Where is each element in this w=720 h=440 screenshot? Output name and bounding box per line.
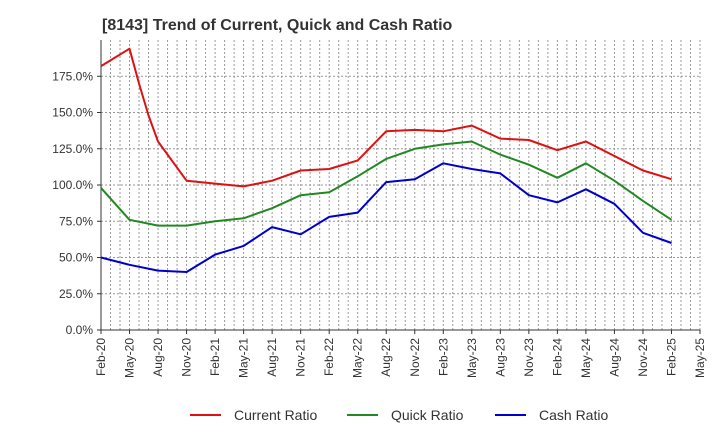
series-lines [100,47,673,273]
x-tick-label: Aug-22 [379,338,393,377]
x-tick-label: May-24 [579,338,593,378]
cash-ratio-legend-label: Cash Ratio [539,407,608,423]
x-tick-label: Nov-20 [180,338,194,377]
x-tick-label: Aug-24 [607,338,621,377]
x-tick-label: May-20 [123,338,137,378]
y-tick-label: 125.0% [52,142,93,156]
x-tick-label: May-25 [693,338,707,378]
y-tick-label: 50.0% [59,251,93,265]
x-tick-label: Feb-25 [664,338,678,376]
x-tick-label: Feb-20 [94,338,108,376]
y-tick-label: 100.0% [52,178,93,192]
axes [97,40,701,334]
x-tick-label: Nov-21 [294,338,308,377]
x-tick-label: Nov-22 [408,338,422,377]
x-tick-label: May-21 [237,338,251,378]
y-tick-label: 150.0% [52,106,93,120]
cash-ratio-line [100,162,672,273]
y-tick-labels: 0.0% 25.0% 50.0% 75.0% 100.0% 125.0% 150.0% 175… [52,69,93,337]
x-tick-label: Nov-23 [522,338,536,377]
x-tick-label: Feb-24 [550,338,564,376]
x-tick-label: May-23 [465,338,479,378]
x-tick-label: Nov-24 [636,338,650,377]
y-tick-label: 75.0% [59,214,93,228]
x-tick-label: Feb-21 [208,338,222,376]
current-ratio-legend-label: Current Ratio [234,407,317,423]
x-tick-label: Aug-20 [151,338,165,377]
x-tick-label: Aug-21 [265,338,279,377]
y-tick-label: 0.0% [66,323,94,337]
grid [100,40,701,331]
quick-ratio-line [100,140,673,227]
y-tick-label: 175.0% [52,69,93,83]
legend: Current Ratio Quick Ratio Cash Ratio [190,407,608,423]
y-tick-label: 25.0% [59,287,93,301]
chart-title: [8143] Trend of Current, Quick and Cash … [102,17,453,34]
current-ratio-line [100,47,672,188]
x-tick-labels: Feb-20 May-20 Aug-20 Nov-20 Feb-21 May-21 Aug-… [94,338,707,378]
quick-ratio-legend-label: Quick Ratio [391,407,464,423]
x-tick-label: May-22 [351,338,365,378]
x-tick-label: Feb-22 [322,338,336,376]
x-tick-label: Feb-23 [436,338,450,376]
x-tick-label: Aug-23 [493,338,507,377]
